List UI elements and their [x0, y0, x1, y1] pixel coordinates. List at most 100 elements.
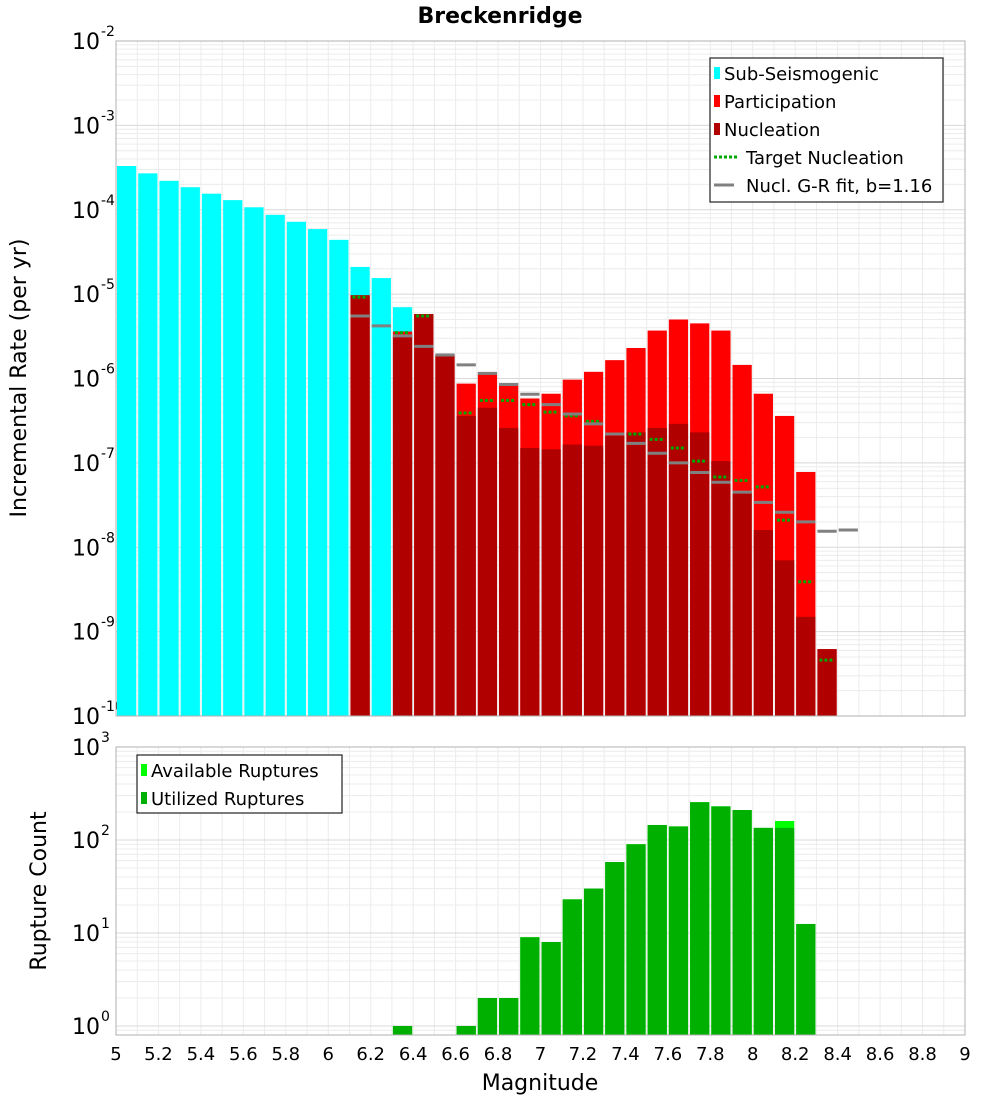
utilized-ruptures-bar — [392, 1025, 413, 1035]
sub-seismogenic-bar — [138, 173, 158, 716]
utilized-ruptures-bar — [605, 861, 625, 1035]
rupture-legend: Available Ruptures Utilized Ruptures — [136, 754, 343, 814]
utilized-ruptures-bar — [753, 827, 773, 1035]
legend-label: Participation — [724, 92, 836, 113]
utilized-ruptures-bar — [583, 888, 604, 1035]
nucleation-bar — [796, 616, 816, 716]
legend-swatch-nucleation — [714, 123, 720, 135]
y-tick-label: 10 — [72, 922, 100, 947]
nucleation-bar — [350, 295, 370, 716]
plot-frame — [115, 746, 966, 1036]
sub-seismogenic-bar — [286, 221, 307, 716]
sub-seismogenic-bar — [371, 278, 391, 716]
nucleation-bar — [477, 407, 498, 716]
sub-seismogenic-bar — [201, 193, 222, 716]
y-tick-exponent: -7 — [101, 446, 115, 462]
y-tick-label: 10 — [72, 368, 100, 393]
nucleation-bar — [499, 427, 519, 716]
legend-label: Nucl. G-R fit, b=1.16 — [746, 176, 932, 197]
nucleation-bar — [626, 432, 646, 716]
y-tick-exponent: -6 — [101, 362, 115, 378]
x-tick-label: 7.6 — [654, 1044, 683, 1065]
nucleation-bar — [520, 448, 540, 716]
nucleation-bar — [435, 354, 455, 716]
x-tick-label: 7.8 — [696, 1044, 725, 1065]
utilized-ruptures-bar — [668, 826, 689, 1035]
legend-box — [136, 754, 343, 814]
x-tick-label: 6.8 — [484, 1044, 513, 1065]
x-tick-label: 5.4 — [187, 1044, 216, 1065]
y-tick-label: 10 — [72, 114, 100, 139]
legend-label: Nucleation — [724, 120, 820, 141]
sub-seismogenic-bar — [308, 229, 328, 717]
legend-swatch-sub-seismogenic — [714, 67, 720, 79]
y-tick-exponent: -9 — [101, 615, 115, 631]
nucleation-bar — [456, 415, 476, 716]
bottom-y-axis-label: Rupture Count — [27, 811, 52, 971]
sub-seismogenic-bar — [159, 180, 179, 716]
x-tick-label: 9 — [959, 1044, 970, 1065]
sub-seismogenic-bar — [117, 166, 137, 717]
x-tick-label: 7.2 — [569, 1044, 598, 1065]
y-tick-exponent: 0 — [101, 1009, 110, 1025]
nucleation-bar — [690, 432, 710, 716]
y-tick-exponent: -3 — [101, 108, 115, 124]
x-tick-label: 8 — [747, 1044, 758, 1065]
utilized-ruptures-bar — [647, 824, 667, 1035]
y-tick-label: 10 — [72, 199, 100, 224]
y-tick-exponent: -4 — [101, 193, 115, 209]
y-tick-exponent: 1 — [101, 916, 110, 932]
y-tick-label: 10 — [72, 736, 100, 761]
legend-box — [709, 57, 944, 203]
utilized-ruptures-bar — [796, 923, 816, 1035]
nucleation-bar — [732, 492, 752, 716]
legend-swatch-available — [141, 764, 147, 776]
y-tick-label: 10 — [72, 536, 100, 561]
nucleation-bar — [647, 427, 667, 716]
utilized-ruptures-bar — [499, 997, 519, 1035]
sub-seismogenic-bar — [265, 214, 285, 716]
x-tick-label: 5.2 — [144, 1044, 173, 1065]
nucleation-bar — [774, 560, 795, 716]
utilized-ruptures-bar — [541, 942, 561, 1035]
utilized-ruptures-bar — [562, 899, 582, 1035]
legend-label: Available Ruptures — [151, 761, 319, 782]
utilized-ruptures-bar — [477, 997, 498, 1035]
legend-label: Target Nucleation — [745, 148, 904, 169]
nucleation-bar — [583, 445, 604, 716]
x-tick-label: 8.4 — [823, 1044, 852, 1065]
nucleation-bar — [541, 449, 561, 716]
y-tick-exponent: 3 — [101, 730, 110, 746]
utilized-ruptures-bar — [626, 844, 646, 1035]
x-tick-label: 6.6 — [441, 1044, 470, 1065]
plot-frame — [115, 40, 966, 717]
y-tick-label: 10 — [72, 705, 100, 730]
top-y-axis-label: Incremental Rate (per yr) — [7, 239, 32, 518]
utilized-ruptures-bar — [774, 827, 795, 1035]
nucleation-bar — [392, 334, 413, 716]
x-tick-label: 8.8 — [908, 1044, 937, 1065]
x-tick-labels: 5 5.2 5.4 5.6 5.8 6 6.2 6.4 6.6 6.8 7 7.2 7.4 7.6 7.8 8… — [110, 1044, 970, 1065]
x-tick-label: 6.4 — [399, 1044, 428, 1065]
x-axis-label: Magnitude — [482, 1071, 599, 1096]
nucleation-bar — [668, 423, 689, 716]
y-tick-exponent: -2 — [101, 24, 115, 40]
x-tick-label: 6 — [323, 1044, 334, 1065]
nucleation-bar — [711, 461, 731, 716]
y-tick-exponent: -5 — [101, 277, 115, 293]
nucleation-bar — [562, 444, 582, 716]
nucleation-bar — [753, 530, 773, 716]
utilized-ruptures-bar — [690, 802, 710, 1035]
y-tick-label: 10 — [72, 829, 100, 854]
utilized-ruptures-bar — [732, 810, 752, 1035]
y-tick-label: 10 — [72, 621, 100, 646]
utilized-ruptures-bar — [520, 937, 540, 1035]
utilized-ruptures-bar — [456, 1025, 476, 1035]
legend-swatch-participation — [714, 95, 720, 107]
legend-label: Sub-Seismogenic — [724, 64, 879, 85]
nucleation-bar — [605, 435, 625, 716]
legend-label: Utilized Ruptures — [151, 789, 304, 810]
x-tick-label: 7 — [535, 1044, 546, 1065]
